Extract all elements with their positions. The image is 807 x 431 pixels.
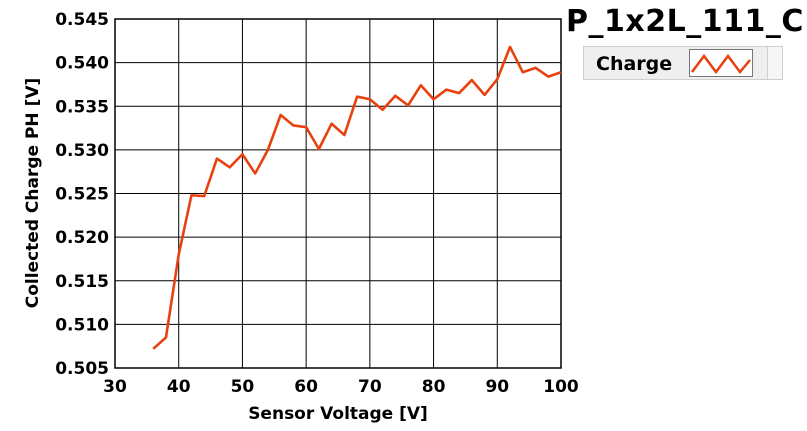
series-layer <box>152 45 562 350</box>
y-tick-label: 0.535 <box>55 97 109 117</box>
y-tick-label: 0.520 <box>55 228 109 248</box>
chart-title: P_1x2L_111_C <box>566 4 804 39</box>
x-tick-label: 70 <box>358 377 382 397</box>
x-tick-label: 90 <box>485 377 509 397</box>
y-tick-label: 0.525 <box>55 185 109 205</box>
y-tick-label: 0.540 <box>55 54 109 74</box>
x-tick-label: 30 <box>103 377 127 397</box>
y-tick-label: 0.530 <box>55 141 109 161</box>
gridlines <box>114 18 562 369</box>
y-tick-label: 0.510 <box>55 315 109 335</box>
x-tick-label: 40 <box>167 377 191 397</box>
x-tick-label: 100 <box>543 377 579 397</box>
y-tick-label: 0.505 <box>55 359 109 379</box>
y-tick-label: 0.515 <box>55 272 109 292</box>
y-tick-label: 0.545 <box>55 10 109 30</box>
legend-scrollbar[interactable] <box>767 47 782 79</box>
plot-border <box>114 18 562 369</box>
x-tick-label: 80 <box>422 377 446 397</box>
y-axis-label: Collected Charge PH [V] <box>23 78 43 309</box>
y-axis-ticks: 0.505 0.510 0.515 0.520 0.525 0.530 0.535 0.540… <box>55 10 109 379</box>
x-axis-ticks: 30 40 50 60 70 80 90 100 <box>103 377 579 397</box>
x-tick-label: 50 <box>231 377 255 397</box>
x-axis-label: Sensor Voltage [V] <box>248 404 428 424</box>
legend-swatch-icon <box>689 49 753 77</box>
legend-label: Charge <box>596 53 673 75</box>
x-tick-label: 60 <box>294 377 318 397</box>
legend[interactable]: Charge <box>583 46 783 80</box>
